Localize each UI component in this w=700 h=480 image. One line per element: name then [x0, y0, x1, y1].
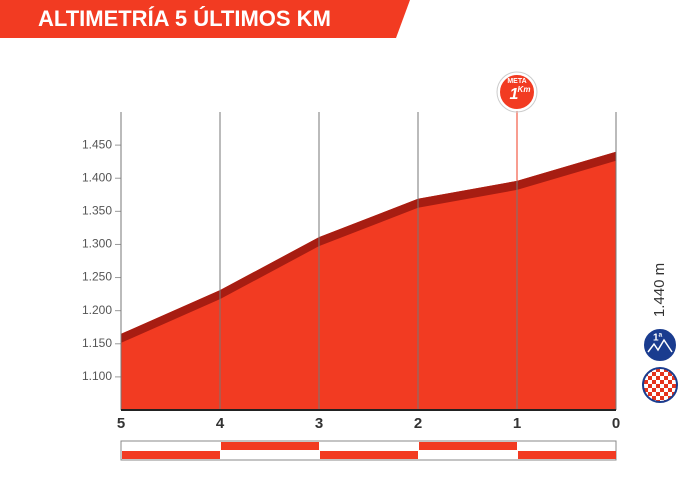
x-tick-label: 4	[216, 415, 225, 432]
finish-badge	[498, 73, 536, 111]
y-tick-label: 1.450	[82, 137, 112, 151]
x-tick-label: 3	[315, 415, 323, 432]
y-tick-label: 1.350	[82, 204, 112, 218]
km-strip	[120, 440, 617, 461]
y-tick-label: 1.200	[82, 303, 112, 317]
y-tick-label: 1.100	[82, 369, 112, 383]
title-banner	[0, 0, 410, 38]
finish-top: META	[507, 78, 526, 85]
elevation-edge	[121, 151, 616, 343]
climb-badge: 1ª	[653, 333, 663, 344]
climb-icon-mountain	[647, 338, 673, 353]
summit-label: 1.440 m	[651, 263, 668, 317]
x-tick-label: 0	[612, 415, 620, 432]
chart-title: ALTIMETRÍA 5 ÚLTIMOS KM	[38, 6, 331, 31]
y-tick-label: 1.300	[82, 237, 112, 251]
finish-unit: Km	[518, 85, 531, 94]
elevation-area	[121, 151, 616, 410]
climb-icon	[642, 327, 678, 363]
finish-badge-ring	[496, 71, 538, 113]
finish-icon	[642, 367, 678, 403]
y-tick-label: 1.150	[82, 336, 112, 350]
km-strip-segments	[122, 442, 616, 459]
plot: 1.100 1.150 1.200 1.250 1.300 1.350 1.400 1.450…	[82, 112, 620, 432]
x-tick-label: 5	[117, 415, 125, 432]
y-tick-label: 1.250	[82, 270, 112, 284]
x-tick-label: 2	[414, 415, 422, 432]
y-tick-label: 1.400	[82, 170, 112, 184]
finish-number: 1	[510, 86, 519, 103]
x-tick-label: 1	[513, 415, 521, 432]
